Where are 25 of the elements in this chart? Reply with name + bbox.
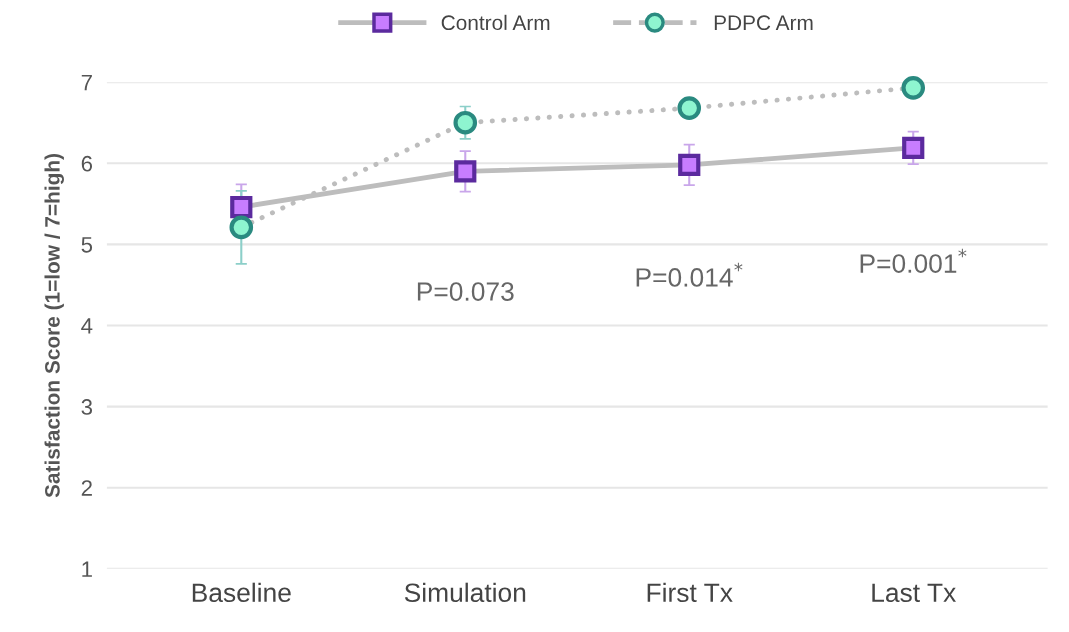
point <box>901 76 926 100</box>
point <box>454 160 477 183</box>
y-tick-label: 2 <box>81 480 92 496</box>
y-tick-label: 5 <box>81 237 93 253</box>
point <box>678 153 701 177</box>
point <box>902 136 925 159</box>
point <box>230 195 253 219</box>
x-tick-label: Baseline <box>192 582 291 603</box>
point <box>677 96 702 120</box>
y-axis-title: Satisfaction Score (1=low / 7=high) <box>44 154 64 498</box>
legend-label: Control Arm <box>441 14 550 31</box>
y-tick-label: 6 <box>81 155 93 172</box>
y-tick-label: 1 <box>82 561 92 577</box>
x-tick-label: Last Tx <box>872 583 956 603</box>
y-tick-label: 3 <box>81 399 93 415</box>
x-tick-label: Simulation <box>404 582 526 603</box>
x-tick-label: First Tx <box>647 582 733 603</box>
annotation: P=0.001$^{*}$ <box>860 248 967 273</box>
annotation: P=0.014$^{*}$ <box>636 262 743 287</box>
annotation: P=0.073 <box>417 282 514 301</box>
point <box>229 215 254 240</box>
point <box>453 110 478 135</box>
legend-label: PDPC Arm <box>714 15 813 31</box>
y-tick-label: 4 <box>81 318 93 334</box>
y-tick-label: 7 <box>81 74 92 91</box>
